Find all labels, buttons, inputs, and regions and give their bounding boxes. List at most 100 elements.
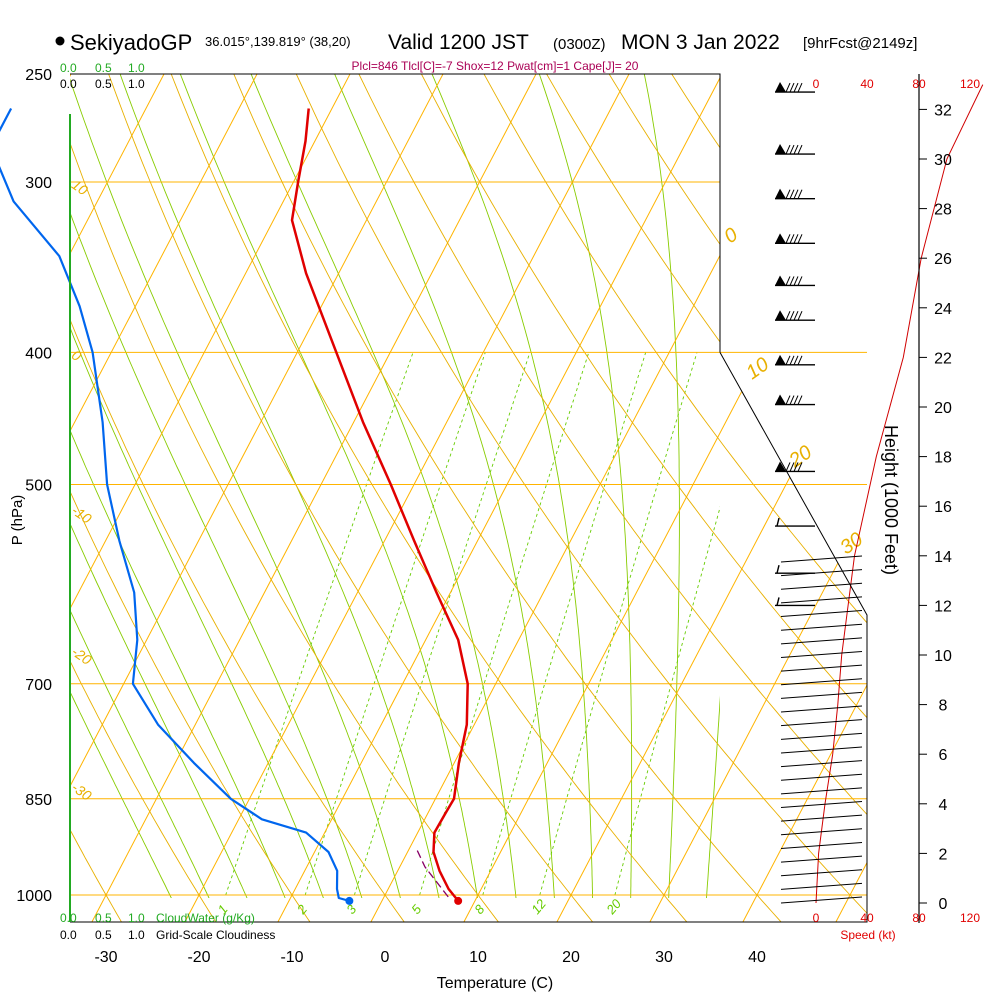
height-tick-label: 20 bbox=[934, 400, 952, 417]
wind-barb bbox=[780, 596, 863, 604]
height-tick-label: 0 bbox=[939, 896, 948, 913]
forecast-info: [9hrFcst@2149z] bbox=[803, 35, 917, 52]
cloudiness-bottom-tick-0: 0.0 bbox=[60, 928, 77, 942]
cloudiness-label: Grid-Scale Cloudiness bbox=[156, 928, 275, 942]
height-tick-label: 12 bbox=[934, 598, 952, 615]
wind-barb-flag bbox=[775, 188, 786, 199]
wind-barb bbox=[780, 705, 863, 713]
isotherm-line bbox=[462, 74, 867, 922]
dry-adiabat-line bbox=[285, 74, 867, 922]
mixing-ratio-label: 5 bbox=[408, 901, 425, 917]
height-tick-label: 30 bbox=[934, 152, 952, 169]
speed-top-tick-1: 40 bbox=[860, 77, 874, 91]
wind-barb-feather bbox=[797, 234, 803, 244]
isotherm-line bbox=[90, 74, 550, 922]
moist-adiabat-label: 0 bbox=[720, 224, 742, 248]
isotherm-line bbox=[183, 74, 643, 922]
wind-barb bbox=[780, 855, 863, 863]
wind-barb-flag bbox=[775, 82, 786, 93]
station-marker bbox=[55, 36, 65, 46]
wind-barb bbox=[780, 787, 863, 795]
speed-label: Speed (kt) bbox=[840, 928, 895, 942]
cloudwater-label: CloudWater (g/Kg) bbox=[156, 911, 255, 925]
dry-adiabat-line bbox=[70, 74, 406, 922]
isotherm-line bbox=[70, 74, 457, 922]
moist-adiabat-label: 30 bbox=[836, 528, 867, 559]
wind-barb-feather bbox=[793, 144, 799, 155]
cloudiness-bottom-tick-1: 0.5 bbox=[95, 928, 112, 942]
x-tick-label: 20 bbox=[562, 949, 580, 966]
wind-barb-flag bbox=[775, 233, 786, 244]
wind-barb-feather bbox=[789, 189, 795, 199]
isotherm-line bbox=[70, 74, 364, 922]
isotherm-line bbox=[928, 50, 1000, 924]
height-tick-label: 10 bbox=[934, 648, 952, 665]
isotherm-line bbox=[276, 74, 736, 922]
mixing-ratio-line bbox=[224, 352, 414, 898]
wind-barb bbox=[780, 746, 863, 754]
wind-barb bbox=[780, 801, 863, 809]
mixing-ratio-label: 2 bbox=[293, 901, 310, 918]
dry-adiabat-line bbox=[841, 74, 867, 922]
pressure-tick-label: 400 bbox=[25, 345, 52, 362]
dry-adiabat-label: -30 bbox=[69, 779, 95, 804]
wind-barb-flag bbox=[775, 310, 786, 321]
wind-barb-feather bbox=[793, 355, 799, 366]
wind-barb-feather bbox=[776, 564, 780, 574]
wind-barb bbox=[780, 814, 863, 822]
speed-bottom-tick-2: 80 bbox=[912, 911, 926, 925]
wind-barb-feather bbox=[785, 144, 791, 155]
cloudiness-top-tick-1: 0.5 bbox=[95, 77, 112, 91]
wind-barb-feather bbox=[785, 82, 791, 93]
mixing-ratio-label: 12 bbox=[528, 896, 549, 917]
cloudiness-top-tick-0: 0.0 bbox=[60, 77, 77, 91]
wind-barb bbox=[780, 691, 863, 699]
height-tick-label: 32 bbox=[934, 102, 952, 119]
moist-adiabat-label: 20 bbox=[784, 441, 816, 472]
moist-adiabat-line bbox=[70, 690, 172, 898]
speed-top-tick-3: 120 bbox=[960, 77, 980, 91]
wind-barb-flag bbox=[775, 461, 786, 472]
wind-barb bbox=[780, 582, 863, 590]
x-axis-label: Temperature (C) bbox=[437, 975, 553, 992]
wind-barb-flag bbox=[775, 354, 786, 365]
wind-barb-feather bbox=[797, 144, 803, 155]
moist-adiabat-line bbox=[179, 74, 478, 898]
sounding-indices: Plcl=846 Tlcl[C]=-7 Shox=12 Pwat[cm]=1 C… bbox=[352, 59, 639, 73]
wind-barb-feather bbox=[789, 82, 795, 93]
wind-barb-feather bbox=[797, 189, 803, 199]
height-tick-label: 26 bbox=[934, 251, 952, 268]
dry-adiabat-line bbox=[717, 74, 867, 922]
cloudwater-top-tick-1: 0.5 bbox=[95, 61, 112, 75]
moist-adiabat-line bbox=[119, 74, 440, 898]
wind-barb-feather bbox=[793, 189, 799, 199]
valid-utc: (0300Z) bbox=[553, 36, 606, 53]
mixing-ratio-line bbox=[418, 352, 590, 898]
wind-barb-feather bbox=[797, 276, 803, 286]
dry-adiabat-label: 10 bbox=[69, 176, 91, 198]
isotherm-line bbox=[70, 74, 271, 922]
x-tick-label: 10 bbox=[469, 949, 487, 966]
pressure-tick-label: 850 bbox=[25, 792, 52, 809]
height-tick-label: 6 bbox=[939, 747, 948, 764]
isotherm-line bbox=[648, 74, 867, 922]
valid-time: Valid 1200 JST bbox=[388, 31, 529, 54]
wind-barb bbox=[780, 623, 863, 631]
dry-adiabat-label: -20 bbox=[69, 643, 95, 668]
speed-top-tick-0: 0 bbox=[813, 77, 820, 91]
station-location: 36.015°,139.819° (38,20) bbox=[205, 34, 351, 49]
wind-barb-feather bbox=[776, 517, 780, 527]
wind-barb-flag bbox=[775, 275, 786, 286]
wind-barb-feather bbox=[785, 234, 791, 244]
wind-barb bbox=[780, 841, 863, 849]
moist-adiabat-line bbox=[643, 74, 680, 898]
moist-adiabat-line bbox=[334, 74, 555, 898]
wind-barb-feather bbox=[789, 395, 795, 405]
surface-dewpoint-point bbox=[345, 896, 354, 905]
wind-barb-feather bbox=[793, 310, 799, 321]
height-tick-label: 4 bbox=[939, 797, 948, 814]
cloudwater-bottom-tick-0: 0.0 bbox=[60, 911, 77, 925]
mixing-ratio-label: 8 bbox=[471, 901, 488, 917]
mixing-ratio-line bbox=[303, 352, 486, 898]
